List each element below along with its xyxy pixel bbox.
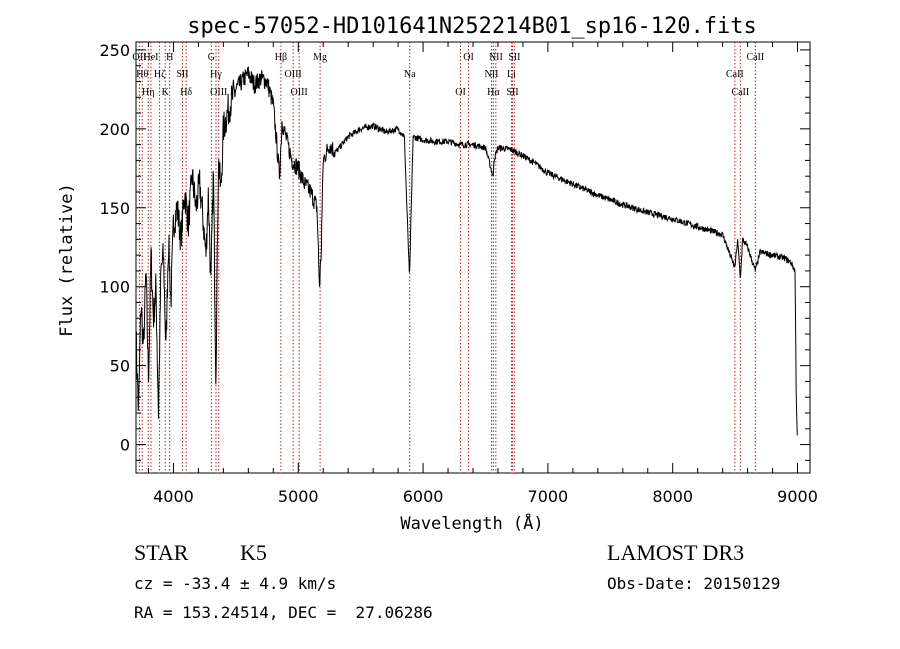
x-tick-label: 4000 <box>153 487 194 506</box>
line-label: Hη <box>142 87 154 98</box>
line-label: OI <box>463 52 474 63</box>
x-axis: 4000 5000 6000 7000 8000 9000 <box>147 42 818 506</box>
line-label: OII <box>132 52 146 63</box>
observation-date: Obs-Date: 20150129 <box>607 574 781 593</box>
line-label: SII <box>176 69 188 80</box>
spectral-line-labels: OIIHθHηHeIHζKHSIIHδGHγOIIIHβOIIIOIIIMgNa… <box>132 52 764 98</box>
line-label: Hδ <box>180 87 192 98</box>
survey-release: LAMOST DR3 <box>607 540 745 565</box>
y-tick-label: 200 <box>99 120 130 139</box>
line-label: K <box>162 87 170 98</box>
y-axis: 0 50 100 150 200 250 <box>99 41 810 461</box>
line-label: Hγ <box>210 69 222 80</box>
line-label: Hα <box>487 87 500 98</box>
y-tick-label: 50 <box>110 357 130 376</box>
line-label: SII <box>506 87 518 98</box>
line-label: Hζ <box>154 69 165 80</box>
y-tick-label: 100 <box>99 278 130 297</box>
line-label: NII <box>489 52 503 63</box>
line-label: CaII <box>746 52 764 63</box>
line-label: Li <box>507 69 516 80</box>
object-class: STAR <box>134 540 189 565</box>
line-label: OIII <box>210 87 227 98</box>
line-label: CaII <box>731 87 749 98</box>
x-tick-label: 7000 <box>528 487 569 506</box>
x-tick-label: 5000 <box>278 487 319 506</box>
y-axis-label: Flux (relative) <box>57 183 77 337</box>
x-tick-label: 6000 <box>403 487 444 506</box>
x-tick-label: 9000 <box>777 487 818 506</box>
line-label: NII <box>485 69 499 80</box>
line-label: OI <box>455 87 466 98</box>
y-tick-label: 0 <box>120 436 130 455</box>
line-label: Na <box>404 69 416 80</box>
line-label: Hθ <box>136 69 148 80</box>
line-label: G <box>208 52 215 63</box>
spectral-subclass: K5 <box>240 540 267 565</box>
radial-velocity: cz = -33.4 ± 4.9 km/s <box>134 574 337 593</box>
line-label: SII <box>508 52 520 63</box>
line-label: OIII <box>291 87 308 98</box>
x-axis-label: Wavelength (Å) <box>400 512 543 534</box>
chart-title: spec-57052-HD101641N252214B01_sp16-120.f… <box>187 14 757 39</box>
line-label: H <box>166 52 173 63</box>
y-tick-label: 150 <box>99 199 130 218</box>
line-label: Mg <box>313 52 327 63</box>
line-label: HeI <box>143 52 158 63</box>
x-tick-label: 8000 <box>652 487 693 506</box>
y-tick-label: 250 <box>99 41 130 60</box>
line-label: OIII <box>285 69 302 80</box>
line-label: Hβ <box>275 52 287 63</box>
spectrum-series-line <box>135 66 798 436</box>
line-label: CaII <box>726 69 744 80</box>
sky-coordinates: RA = 153.24514, DEC = 27.06286 <box>134 603 433 622</box>
plot-frame <box>135 41 811 474</box>
spectral-line-markers <box>138 42 756 473</box>
